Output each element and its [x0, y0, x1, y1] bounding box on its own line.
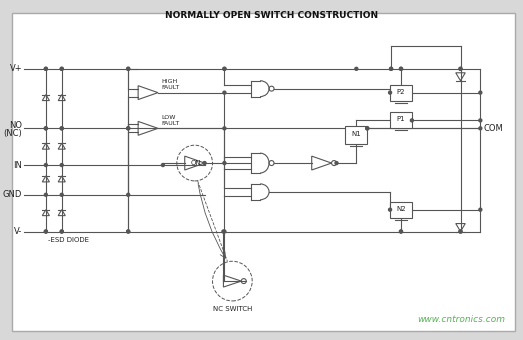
- Circle shape: [223, 230, 226, 233]
- Circle shape: [60, 67, 63, 70]
- Circle shape: [366, 127, 369, 130]
- Circle shape: [44, 164, 48, 167]
- Circle shape: [60, 164, 63, 167]
- Text: V-: V-: [14, 227, 22, 236]
- Text: HIGH
FAULT: HIGH FAULT: [161, 79, 179, 90]
- Bar: [345, 126, 367, 144]
- Circle shape: [127, 230, 130, 233]
- Text: NORMALLY OPEN SWITCH CONSTRUCTION: NORMALLY OPEN SWITCH CONSTRUCTION: [165, 11, 379, 20]
- Circle shape: [223, 127, 226, 130]
- Text: IN: IN: [13, 160, 22, 170]
- Text: (NC): (NC): [3, 129, 22, 138]
- Text: LOW
FAULT: LOW FAULT: [161, 115, 179, 126]
- Circle shape: [366, 127, 369, 130]
- Circle shape: [44, 230, 48, 233]
- Circle shape: [44, 67, 48, 70]
- Text: P2: P2: [397, 89, 405, 95]
- Circle shape: [203, 162, 206, 165]
- Circle shape: [459, 230, 462, 233]
- Circle shape: [390, 67, 393, 70]
- Text: NC SWITCH: NC SWITCH: [213, 306, 252, 312]
- Text: NO: NO: [9, 121, 22, 130]
- Text: V+: V+: [9, 64, 22, 73]
- Circle shape: [400, 230, 403, 233]
- Text: GND: GND: [3, 190, 22, 199]
- Text: N1: N1: [351, 131, 361, 137]
- Circle shape: [60, 127, 63, 130]
- Circle shape: [390, 67, 393, 70]
- Circle shape: [127, 67, 130, 70]
- Circle shape: [60, 230, 63, 233]
- Circle shape: [335, 162, 338, 165]
- Circle shape: [400, 67, 403, 70]
- Circle shape: [223, 67, 226, 70]
- Text: COM: COM: [483, 124, 503, 133]
- Text: N2: N2: [396, 206, 406, 212]
- Bar: [390, 85, 412, 101]
- Text: ON: ON: [190, 160, 201, 166]
- Circle shape: [411, 119, 413, 122]
- Circle shape: [127, 230, 130, 233]
- Circle shape: [44, 67, 48, 70]
- Circle shape: [389, 208, 392, 211]
- Circle shape: [162, 164, 164, 167]
- Circle shape: [400, 67, 403, 70]
- Circle shape: [389, 91, 392, 94]
- Circle shape: [127, 127, 130, 130]
- Circle shape: [355, 67, 358, 70]
- Circle shape: [222, 230, 225, 233]
- Circle shape: [60, 67, 63, 70]
- Circle shape: [459, 67, 462, 70]
- Circle shape: [44, 127, 48, 130]
- Circle shape: [479, 91, 482, 94]
- Circle shape: [223, 67, 226, 70]
- Circle shape: [479, 208, 482, 211]
- Circle shape: [44, 127, 48, 130]
- Text: P1: P1: [396, 116, 405, 122]
- Circle shape: [223, 162, 226, 165]
- Circle shape: [400, 230, 403, 233]
- Bar: [390, 202, 412, 218]
- Circle shape: [44, 230, 48, 233]
- Circle shape: [459, 230, 462, 233]
- Bar: [390, 113, 412, 128]
- Circle shape: [60, 230, 63, 233]
- Text: -ESD DIODE: -ESD DIODE: [48, 237, 89, 243]
- Circle shape: [479, 127, 482, 130]
- Circle shape: [459, 67, 462, 70]
- Circle shape: [223, 91, 226, 94]
- Circle shape: [127, 193, 130, 196]
- Text: www.cntronics.com: www.cntronics.com: [417, 315, 505, 324]
- Circle shape: [127, 127, 130, 130]
- Circle shape: [60, 193, 63, 196]
- Circle shape: [127, 67, 130, 70]
- Circle shape: [60, 127, 63, 130]
- Circle shape: [44, 193, 48, 196]
- Circle shape: [479, 119, 482, 122]
